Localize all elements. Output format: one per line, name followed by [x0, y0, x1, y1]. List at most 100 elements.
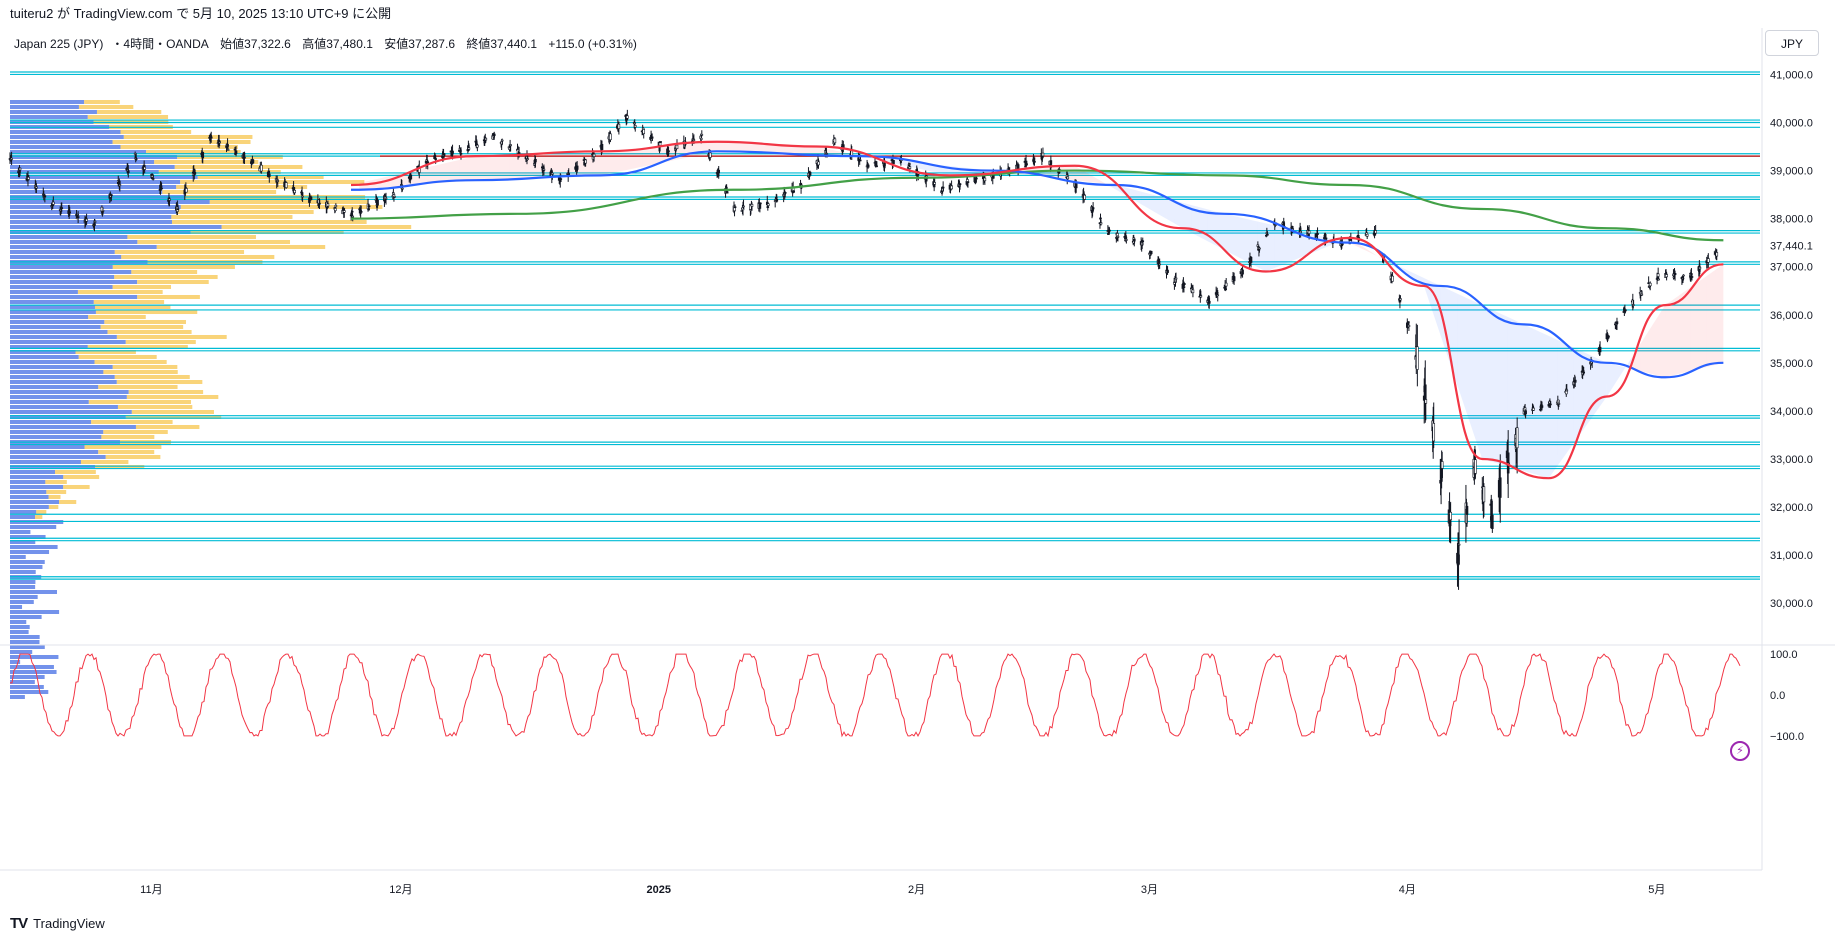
- candle-body: [1016, 164, 1020, 170]
- volume-profile-bar: [126, 395, 219, 399]
- high-label: 高値: [302, 37, 327, 51]
- ma-cloud-fill: [883, 158, 892, 163]
- volume-profile-bar: [123, 135, 253, 139]
- ma-cloud-fill: [1523, 324, 1533, 474]
- volume-profile-bar: [10, 480, 46, 484]
- ma-cloud-fill: [1357, 243, 1366, 251]
- volume-profile-bar: [162, 190, 277, 194]
- candle-body: [1524, 410, 1527, 415]
- volume-profile-bar: [10, 365, 113, 369]
- candle-body: [500, 139, 504, 142]
- ma-cloud-fill: [1631, 344, 1641, 372]
- candle-body: [808, 171, 812, 176]
- candle-body: [1349, 238, 1353, 241]
- volume-profile-bar: [10, 185, 177, 189]
- time-tick-label: 12月: [389, 884, 412, 896]
- candle-body: [1241, 269, 1244, 275]
- volume-profile-bar: [10, 140, 113, 144]
- volume-profile-bar: [10, 305, 95, 309]
- symbol-name[interactable]: Japan 225 (JPY): [14, 37, 104, 51]
- candle-body: [1099, 222, 1103, 225]
- volume-profile-bar: [88, 400, 192, 404]
- candle-body: [1141, 240, 1145, 243]
- price-tick-label: 32,000.0: [1770, 502, 1813, 514]
- volume-profile-bar: [10, 515, 36, 519]
- volume-profile-bar: [10, 420, 92, 424]
- candle-body: [892, 159, 895, 165]
- volume-profile-bar: [10, 640, 40, 644]
- volume-profile-bar: [10, 435, 102, 439]
- candle-body: [1166, 270, 1169, 273]
- ma-cloud-fill: [800, 145, 809, 155]
- candle-body: [633, 125, 637, 128]
- ma-cloud-fill: [1573, 347, 1582, 444]
- volume-profile-bar: [104, 320, 186, 324]
- volume-profile-bar: [120, 130, 192, 134]
- candle-body: [459, 153, 463, 155]
- volume-profile-bar: [10, 595, 38, 599]
- ma-cloud-fill: [1174, 200, 1183, 229]
- candle-body: [334, 204, 338, 208]
- volume-profile-bar: [120, 145, 238, 149]
- candle-body: [60, 207, 64, 209]
- candle-body: [1564, 388, 1568, 395]
- candle-body: [1025, 163, 1028, 166]
- volume-profile-bar: [10, 175, 198, 179]
- ma-cloud-fill: [1091, 175, 1100, 184]
- volume-profile-bar: [10, 425, 136, 429]
- volume-profile-bar: [10, 325, 101, 329]
- ma-cloud-fill: [1249, 219, 1258, 268]
- candle-body: [1083, 194, 1086, 200]
- candle-body: [1125, 239, 1128, 241]
- ma-cloud-fill: [1615, 364, 1624, 384]
- volume-profile-bar: [10, 605, 23, 609]
- volume-profile-bar: [55, 470, 96, 474]
- ma-cloud-fill: [1532, 328, 1541, 476]
- candle-body: [725, 191, 729, 194]
- chart-frame[interactable]: 41,000.0 40,000.0 39,000.0 38,000.0 37,000.0…: [0, 28, 1835, 908]
- volume-profile-bar: [48, 505, 59, 509]
- volume-profile-bar: [10, 500, 60, 504]
- volume-profile-bar: [10, 540, 36, 544]
- volume-profile-bar: [10, 225, 222, 229]
- lightning-icon[interactable]: ⚡: [1730, 741, 1750, 761]
- candle-body: [118, 184, 122, 187]
- candle-body: [35, 186, 38, 189]
- volume-profile-bar: [10, 370, 104, 374]
- ma-cloud-fill: [1299, 231, 1308, 259]
- currency-button[interactable]: JPY: [1765, 30, 1819, 56]
- candle-body: [384, 197, 388, 200]
- volume-profile-bar: [10, 220, 173, 224]
- published-line: tuiteru2 が TradingView.com で 5月 10, 2025…: [10, 6, 392, 21]
- volume-profile-bar: [10, 310, 96, 314]
- volume-profile-bar: [180, 205, 383, 209]
- candle-body: [93, 221, 97, 223]
- ma-cloud-fill: [1490, 308, 1499, 464]
- time-tick-label: 2025: [647, 884, 671, 896]
- candle-body: [1540, 405, 1544, 408]
- chart-canvas[interactable]: 41,000.0 40,000.0 39,000.0 38,000.0 37,000.0…: [0, 28, 1835, 908]
- candle-body: [1573, 379, 1577, 383]
- volume-profile-bar: [131, 270, 198, 274]
- volume-profile-bar: [87, 115, 169, 119]
- candle-body: [817, 161, 820, 166]
- ma-cloud-fill: [725, 142, 734, 152]
- candle-body: [775, 199, 779, 202]
- volume-profile-bar: [95, 310, 198, 314]
- ma-cloud-fill: [766, 144, 776, 154]
- volume-profile-bar: [10, 645, 45, 649]
- brand-name[interactable]: TradingView: [33, 916, 105, 931]
- candle-body: [1191, 289, 1195, 294]
- ma-cloud-fill: [650, 146, 659, 166]
- volume-profile-bar: [63, 475, 100, 479]
- candle-body: [983, 177, 987, 182]
- candle-body: [401, 187, 404, 190]
- volume-profile-bar: [197, 175, 324, 179]
- candle-body: [1158, 263, 1161, 266]
- volume-profile-bar: [137, 295, 200, 299]
- volume-profile-bar: [146, 150, 241, 154]
- ma-cloud-fill: [425, 165, 435, 185]
- ma-cloud-fill: [509, 154, 518, 179]
- candle-body: [442, 153, 446, 156]
- candle-body: [143, 166, 146, 170]
